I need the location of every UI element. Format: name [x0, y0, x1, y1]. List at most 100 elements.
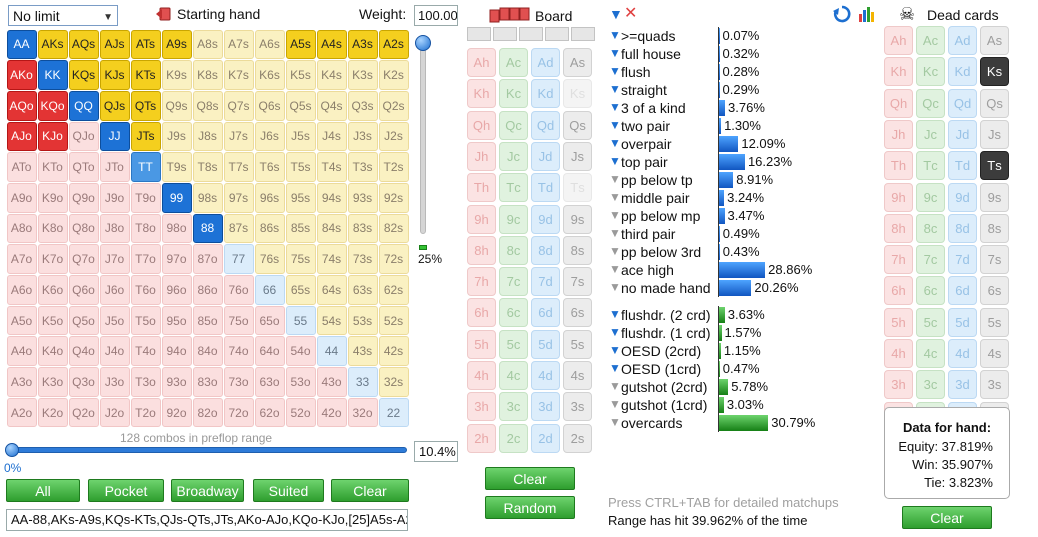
hand-cell[interactable]: T8s: [192, 152, 223, 182]
hand-cell[interactable]: 44: [316, 336, 347, 367]
hand-cell[interactable]: A5o: [6, 305, 37, 336]
hand-cell[interactable]: J4s: [316, 121, 347, 152]
hand-cell[interactable]: 94s: [316, 182, 347, 213]
hand-cell[interactable]: Q5s: [285, 90, 316, 121]
stat-row[interactable]: ▼ top pair 16.23%: [609, 153, 879, 171]
hand-cell[interactable]: QJo: [68, 121, 99, 152]
hand-cell[interactable]: A6o: [6, 275, 37, 305]
hand-cell[interactable]: J4o: [99, 336, 130, 367]
hand-cell[interactable]: KJo: [37, 121, 68, 152]
hand-cell[interactable]: TT: [130, 152, 161, 182]
hand-cell[interactable]: 64o: [254, 336, 285, 367]
filter-icon[interactable]: ▼: [609, 28, 621, 42]
hand-cell[interactable]: 95o: [161, 305, 192, 336]
hand-cell[interactable]: J7o: [99, 244, 130, 274]
hand-cell[interactable]: J2o: [99, 397, 130, 428]
hand-cell[interactable]: 63o: [254, 367, 285, 397]
filter-icon[interactable]: ▼: [609, 100, 621, 114]
hand-cell[interactable]: Q4s: [316, 90, 347, 121]
hand-cell[interactable]: Q9o: [68, 182, 99, 213]
hand-cell[interactable]: 87s: [223, 213, 254, 244]
stat-row[interactable]: ▼ >=quads 0.07%: [609, 27, 879, 45]
hand-cell[interactable]: AKs: [37, 29, 68, 60]
hand-cell[interactable]: 84s: [316, 213, 347, 244]
hand-cell[interactable]: T4o: [130, 336, 161, 367]
hand-cell[interactable]: T3o: [130, 367, 161, 397]
hand-cell[interactable]: T2o: [130, 397, 161, 428]
hand-cell[interactable]: A7s: [223, 29, 254, 60]
hand-cell[interactable]: A8o: [6, 213, 37, 244]
hand-cell[interactable]: K4o: [37, 336, 68, 367]
filter-icon[interactable]: ▼: [609, 361, 621, 375]
stat-row[interactable]: ▼ flushdr. (1 crd) 1.57%: [609, 324, 879, 342]
hand-cell[interactable]: J5o: [99, 305, 130, 336]
stat-row[interactable]: ▼ full house 0.32%: [609, 45, 879, 63]
hand-cell[interactable]: Q8o: [68, 213, 99, 244]
hand-cell[interactable]: A7o: [6, 244, 37, 274]
hand-cell[interactable]: K7o: [37, 244, 68, 274]
hand-cell[interactable]: QJs: [99, 90, 130, 121]
hand-cell[interactable]: Q4o: [68, 336, 99, 367]
hand-cell[interactable]: 64s: [316, 275, 347, 305]
range-percent-input[interactable]: 10.4%: [414, 441, 458, 462]
stat-row[interactable]: ▼ ace high 28.86%: [609, 261, 879, 279]
hand-cell[interactable]: K5o: [37, 305, 68, 336]
clear-range-button[interactable]: Clear: [331, 479, 409, 502]
hand-cell[interactable]: 96o: [161, 275, 192, 305]
hand-cell[interactable]: KJs: [99, 60, 130, 90]
hand-cell[interactable]: 62s: [378, 275, 409, 305]
hand-cell[interactable]: JTs: [130, 121, 161, 152]
refresh-icon[interactable]: [833, 5, 851, 23]
filter-icon[interactable]: ▼: [609, 343, 621, 357]
hand-cell[interactable]: 54s: [316, 305, 347, 336]
hand-cell[interactable]: Q9s: [161, 90, 192, 121]
hand-cell[interactable]: Q2s: [378, 90, 409, 121]
stat-row[interactable]: ▼ middle pair 3.24%: [609, 189, 879, 207]
hand-cell[interactable]: K4s: [316, 60, 347, 90]
hand-cell[interactable]: J8s: [192, 121, 223, 152]
hand-cell[interactable]: A6s: [254, 29, 285, 60]
hand-cell[interactable]: K9o: [37, 182, 68, 213]
filter-icon[interactable]: ▼: [609, 208, 621, 222]
board-slot[interactable]: [519, 27, 543, 41]
hand-cell[interactable]: 42s: [378, 336, 409, 367]
hand-cell[interactable]: 92s: [378, 182, 409, 213]
hand-cell[interactable]: T5s: [285, 152, 316, 182]
hand-cell[interactable]: J9s: [161, 121, 192, 152]
hand-cell[interactable]: 53s: [347, 305, 378, 336]
bar-chart-icon[interactable]: [858, 6, 876, 22]
hand-cell[interactable]: 74o: [223, 336, 254, 367]
hand-cell[interactable]: AKo: [6, 60, 37, 90]
hand-cell[interactable]: T9o: [130, 182, 161, 213]
hand-cell[interactable]: Q7s: [223, 90, 254, 121]
hand-cell[interactable]: 62o: [254, 397, 285, 428]
all-button[interactable]: All: [6, 479, 80, 502]
filter-icon[interactable]: ▼: [609, 226, 621, 240]
hand-cell[interactable]: 97o: [161, 244, 192, 274]
hand-cell[interactable]: J6s: [254, 121, 285, 152]
